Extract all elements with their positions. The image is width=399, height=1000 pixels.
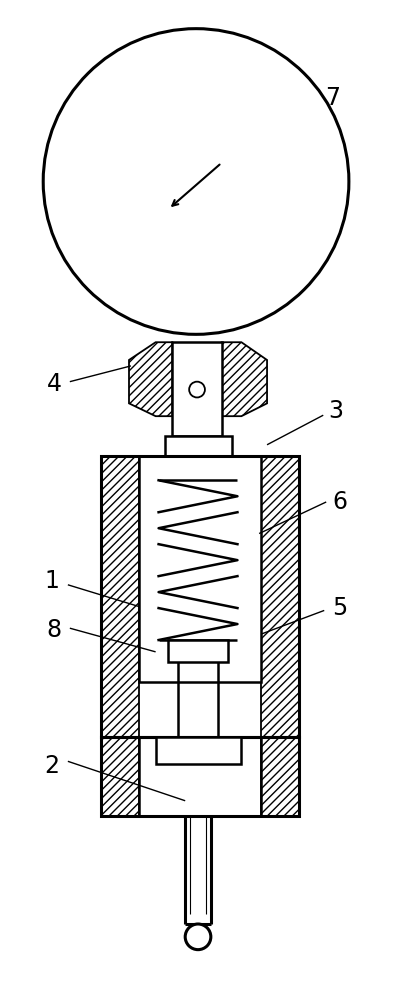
Circle shape xyxy=(189,382,205,397)
Text: 7: 7 xyxy=(326,86,341,110)
Text: 3: 3 xyxy=(328,399,344,423)
Bar xyxy=(101,737,298,816)
Text: 2: 2 xyxy=(45,754,59,778)
Bar xyxy=(172,342,222,436)
Polygon shape xyxy=(222,342,267,416)
Bar xyxy=(139,456,261,682)
Text: 1: 1 xyxy=(45,569,59,593)
Polygon shape xyxy=(101,456,139,737)
Text: 4: 4 xyxy=(47,372,61,396)
Polygon shape xyxy=(261,737,298,816)
Circle shape xyxy=(43,29,349,334)
Bar xyxy=(101,456,298,737)
Polygon shape xyxy=(261,456,298,737)
Text: 6: 6 xyxy=(332,490,348,514)
Bar xyxy=(168,640,227,662)
Text: 8: 8 xyxy=(47,618,61,642)
Polygon shape xyxy=(101,737,139,816)
Bar xyxy=(156,737,241,764)
Polygon shape xyxy=(129,342,172,416)
Circle shape xyxy=(185,924,211,950)
Bar xyxy=(166,436,231,456)
Text: 5: 5 xyxy=(332,596,348,620)
